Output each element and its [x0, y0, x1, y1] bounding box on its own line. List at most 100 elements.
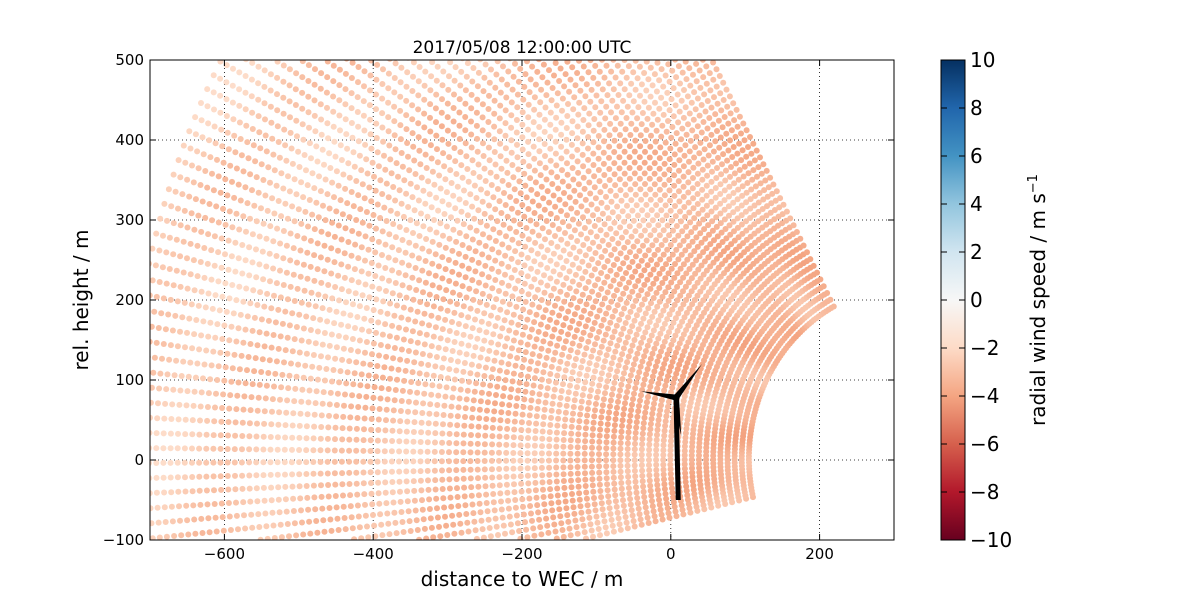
scan-point [521, 213, 528, 220]
scan-point [354, 415, 361, 421]
scan-point [666, 107, 673, 114]
scan-point [400, 304, 407, 311]
scan-point [633, 202, 640, 209]
scan-point [817, 276, 824, 283]
scan-point [374, 448, 381, 455]
scan-point [432, 251, 439, 258]
scan-point [596, 438, 603, 445]
scan-point [233, 499, 239, 506]
scan-point [633, 379, 640, 386]
scan-point [595, 155, 602, 162]
scan-point [513, 303, 520, 310]
scan-point [348, 105, 355, 112]
scan-point [481, 310, 488, 317]
scan-point [574, 530, 581, 537]
scan-point [435, 207, 442, 214]
scan-point [639, 430, 646, 437]
scan-point [343, 60, 350, 62]
scan-point [743, 189, 750, 196]
scan-point [331, 458, 338, 465]
scan-point [354, 109, 361, 115]
scan-point [304, 249, 311, 256]
scan-point [543, 354, 550, 361]
scan-point [594, 206, 601, 213]
scan-point [268, 484, 275, 491]
scan-point [610, 474, 617, 481]
scan-point [403, 458, 410, 465]
scan-point [599, 86, 606, 93]
scan-point [560, 464, 567, 471]
scan-point [640, 381, 647, 388]
scan-point [215, 249, 222, 256]
scan-point [734, 224, 741, 231]
scan-point [504, 425, 511, 432]
scan-point [346, 425, 353, 432]
scan-point [314, 266, 321, 273]
scan-point [700, 271, 707, 278]
scan-point [230, 310, 237, 317]
scan-point [252, 355, 259, 362]
scan-point [411, 207, 418, 214]
scan-point [183, 402, 190, 409]
scan-point [150, 369, 157, 376]
scan-point [291, 176, 298, 183]
scan-point [563, 148, 570, 155]
scan-point [614, 404, 620, 411]
scan-point [689, 473, 696, 480]
scan-point [300, 136, 307, 143]
scan-point [375, 427, 382, 433]
scan-point [439, 136, 446, 143]
scan-point [592, 282, 598, 289]
scan-point [590, 488, 597, 495]
scan-point [468, 484, 475, 491]
scan-point [445, 257, 452, 263]
scan-point [357, 382, 364, 389]
scan-point [590, 419, 597, 426]
scan-point [651, 251, 658, 258]
scan-point [673, 513, 680, 520]
scan-point [700, 156, 707, 163]
scan-point [153, 489, 160, 496]
scan-point [504, 418, 511, 424]
scan-point [531, 155, 538, 162]
scan-point [396, 478, 403, 485]
scan-point [294, 259, 300, 266]
scan-point [375, 416, 382, 423]
scan-point [403, 438, 410, 445]
scan-point [567, 251, 573, 258]
scan-point [550, 285, 557, 292]
scan-point [642, 348, 649, 354]
scan-point [671, 161, 678, 168]
scan-point [708, 104, 715, 111]
scan-point [389, 479, 396, 485]
scan-point [595, 276, 601, 283]
scan-point [611, 171, 618, 178]
scan-point [467, 191, 474, 198]
scan-point [502, 343, 509, 350]
scan-point [274, 74, 281, 81]
scan-point [472, 344, 479, 351]
colorbar-tick-label: 10 [970, 48, 995, 72]
scan-point [420, 187, 427, 194]
scan-point [304, 411, 311, 418]
scan-point [508, 137, 515, 144]
scan-point [611, 379, 618, 386]
scan-point [375, 319, 382, 326]
scan-point [757, 180, 764, 187]
scan-point [495, 375, 502, 382]
scan-point [385, 114, 392, 121]
scan-point [644, 514, 651, 521]
scan-point [392, 60, 399, 67]
scan-point [207, 154, 214, 161]
scan-point [638, 451, 645, 458]
scan-point [335, 222, 342, 229]
scan-point [524, 465, 531, 472]
scan-point [172, 188, 179, 195]
scan-point [519, 496, 526, 503]
scan-point [734, 215, 741, 222]
scan-point [189, 445, 195, 452]
scan-point [640, 217, 647, 224]
turbine-hub [672, 394, 680, 402]
scan-point [714, 165, 720, 171]
scan-point [592, 195, 599, 202]
